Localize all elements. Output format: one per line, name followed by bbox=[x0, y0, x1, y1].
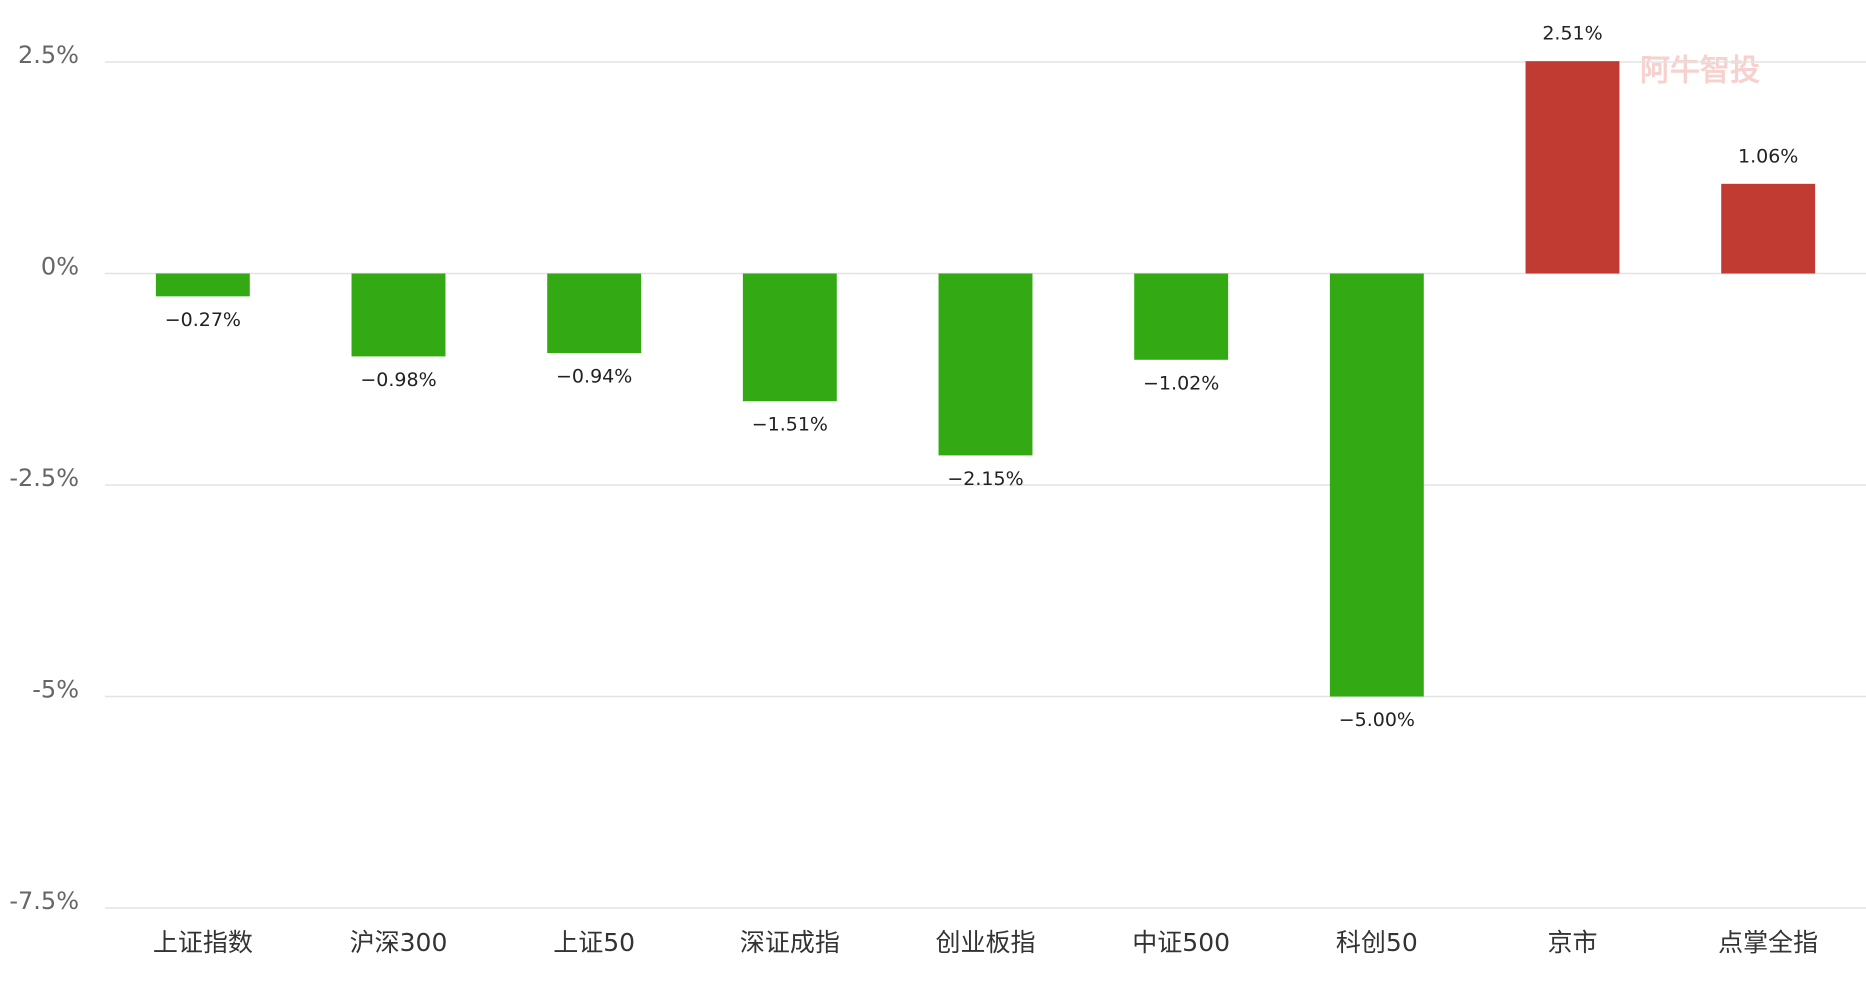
bar bbox=[1721, 183, 1816, 274]
bar bbox=[351, 273, 446, 357]
value-label: −0.98% bbox=[360, 369, 436, 391]
y-tick-label: -7.5% bbox=[9, 887, 79, 915]
x-tick-label: 中证500 bbox=[1132, 928, 1230, 957]
x-tick-label: 深证成指 bbox=[740, 928, 840, 957]
value-label: −2.15% bbox=[947, 468, 1023, 490]
value-label: 1.06% bbox=[1738, 145, 1798, 167]
bar bbox=[1329, 273, 1424, 697]
value-label: −0.94% bbox=[556, 366, 632, 388]
x-tick-label: 上证50 bbox=[553, 928, 635, 957]
value-label: −0.27% bbox=[165, 309, 241, 331]
bar bbox=[547, 273, 642, 354]
x-tick-label: 沪深300 bbox=[350, 928, 448, 957]
value-label: −5.00% bbox=[1339, 709, 1415, 731]
y-tick-label: -5% bbox=[32, 676, 79, 704]
x-tick-label: 京市 bbox=[1547, 928, 1597, 957]
bar bbox=[155, 273, 250, 297]
x-tick-label: 上证指数 bbox=[153, 928, 253, 957]
bar bbox=[938, 273, 1033, 456]
value-label: −1.02% bbox=[1143, 372, 1219, 394]
value-label: 2.51% bbox=[1542, 23, 1602, 45]
bar bbox=[742, 273, 837, 402]
x-tick-label: 点掌全指 bbox=[1718, 928, 1818, 957]
x-tick-label: 科创50 bbox=[1336, 928, 1418, 957]
bar bbox=[1134, 273, 1229, 360]
watermark: 阿牛智投 bbox=[1640, 54, 1760, 89]
bar bbox=[1525, 61, 1620, 274]
y-tick-label: 2.5% bbox=[18, 41, 79, 69]
value-label: −1.51% bbox=[752, 414, 828, 436]
y-tick-label: -2.5% bbox=[9, 464, 79, 492]
y-tick-label: 0% bbox=[41, 253, 79, 281]
x-tick-label: 创业板指 bbox=[935, 928, 1035, 957]
